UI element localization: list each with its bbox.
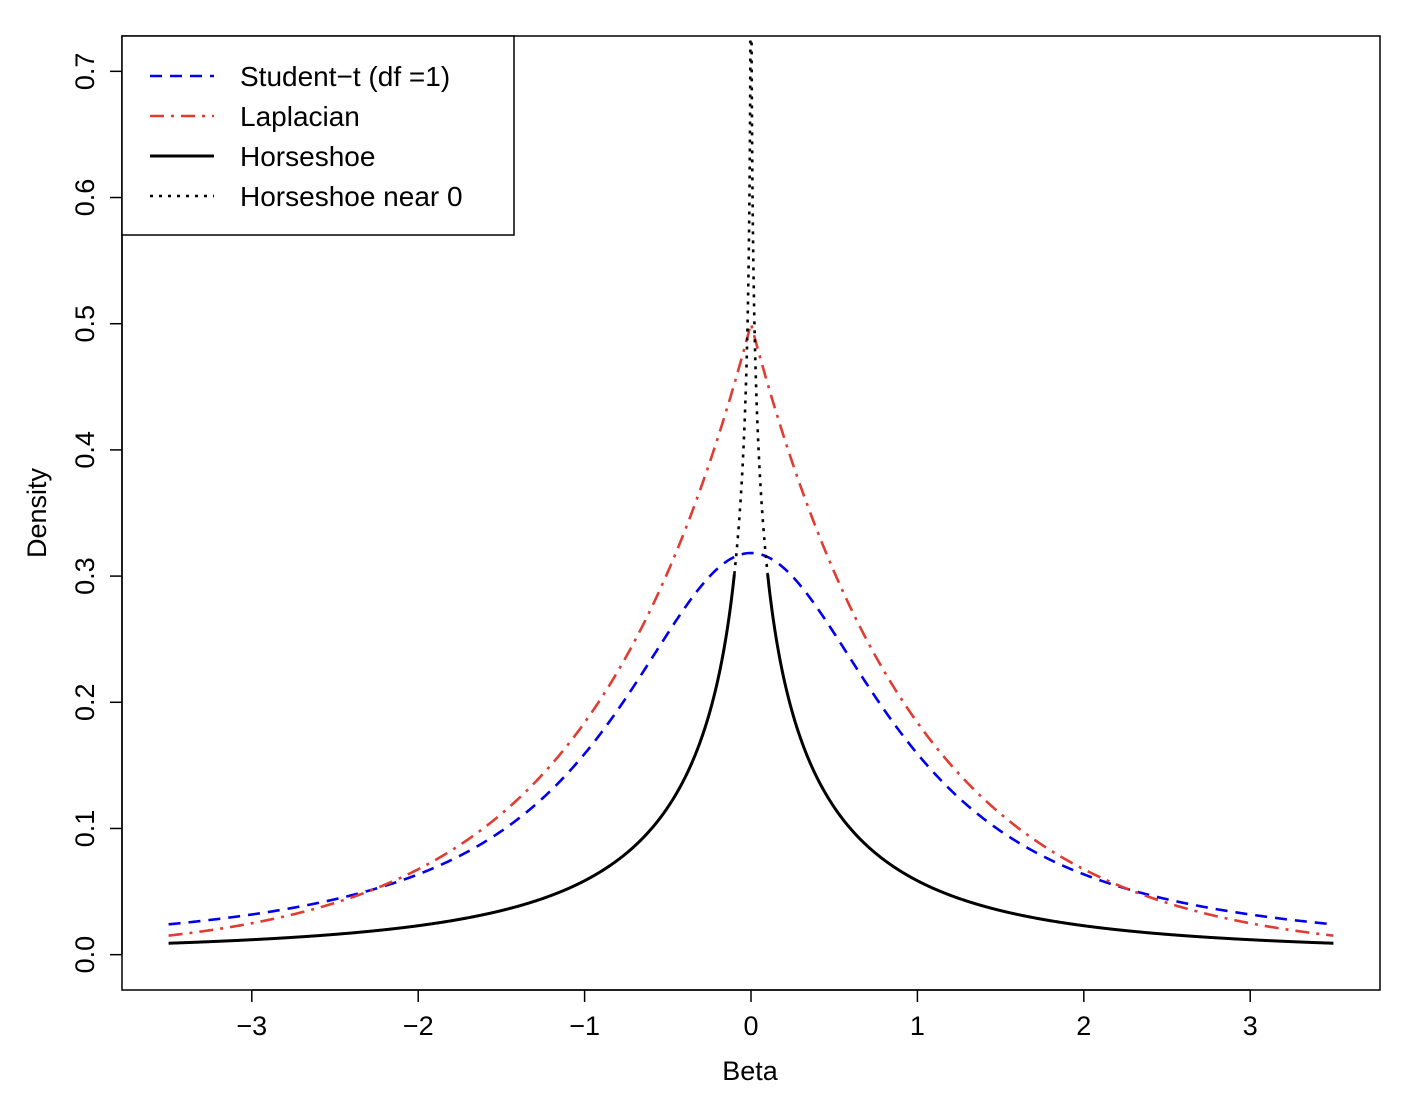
y-tick-label: 0.6	[70, 179, 100, 217]
x-tick-label: 2	[1076, 1011, 1091, 1041]
y-tick-label: 0.0	[70, 936, 100, 974]
series-line-horseshoe-near-0-right	[750, 36, 769, 575]
series-line-horseshoe-right	[766, 573, 1334, 945]
y-tick-label: 0.7	[70, 53, 100, 91]
legend-label: Student−t (df =1)	[240, 61, 450, 92]
legend-label: Laplacian	[240, 101, 360, 132]
x-tick-label: −1	[569, 1011, 600, 1041]
legend-label: Horseshoe	[240, 141, 375, 172]
series-layer	[168, 36, 1334, 945]
x-axis-title: Beta	[722, 1056, 779, 1086]
x-tick-label: 0	[743, 1011, 758, 1041]
y-tick-label: 0.4	[70, 431, 100, 469]
y-tick-label: 0.5	[70, 305, 100, 343]
x-axis: −3 −2 −1 0 1 2 3	[236, 989, 1258, 1041]
legend-label: Horseshoe near 0	[240, 181, 463, 212]
series-line-horseshoe-left	[168, 573, 736, 945]
legend: Student−t (df =1) Laplacian Horseshoe Horse…	[121, 35, 515, 236]
x-tick-label: 3	[1243, 1011, 1258, 1041]
series-line-horseshoe-near-0-left	[733, 36, 752, 575]
y-axis: 0.0 0.1 0.2 0.3 0.4 0.5 0.6 0.7	[70, 53, 123, 974]
series-line-cauchy	[168, 551, 1334, 926]
x-tick-label: 1	[910, 1011, 925, 1041]
series-line-laplace	[168, 318, 1334, 937]
y-axis-title: Density	[22, 467, 52, 558]
legend-box	[121, 35, 515, 236]
y-tick-label: 0.2	[70, 684, 100, 722]
y-tick-label: 0.3	[70, 557, 100, 595]
y-tick-label: 0.1	[70, 810, 100, 848]
x-tick-label: −3	[236, 1011, 267, 1041]
x-tick-label: −2	[403, 1011, 434, 1041]
